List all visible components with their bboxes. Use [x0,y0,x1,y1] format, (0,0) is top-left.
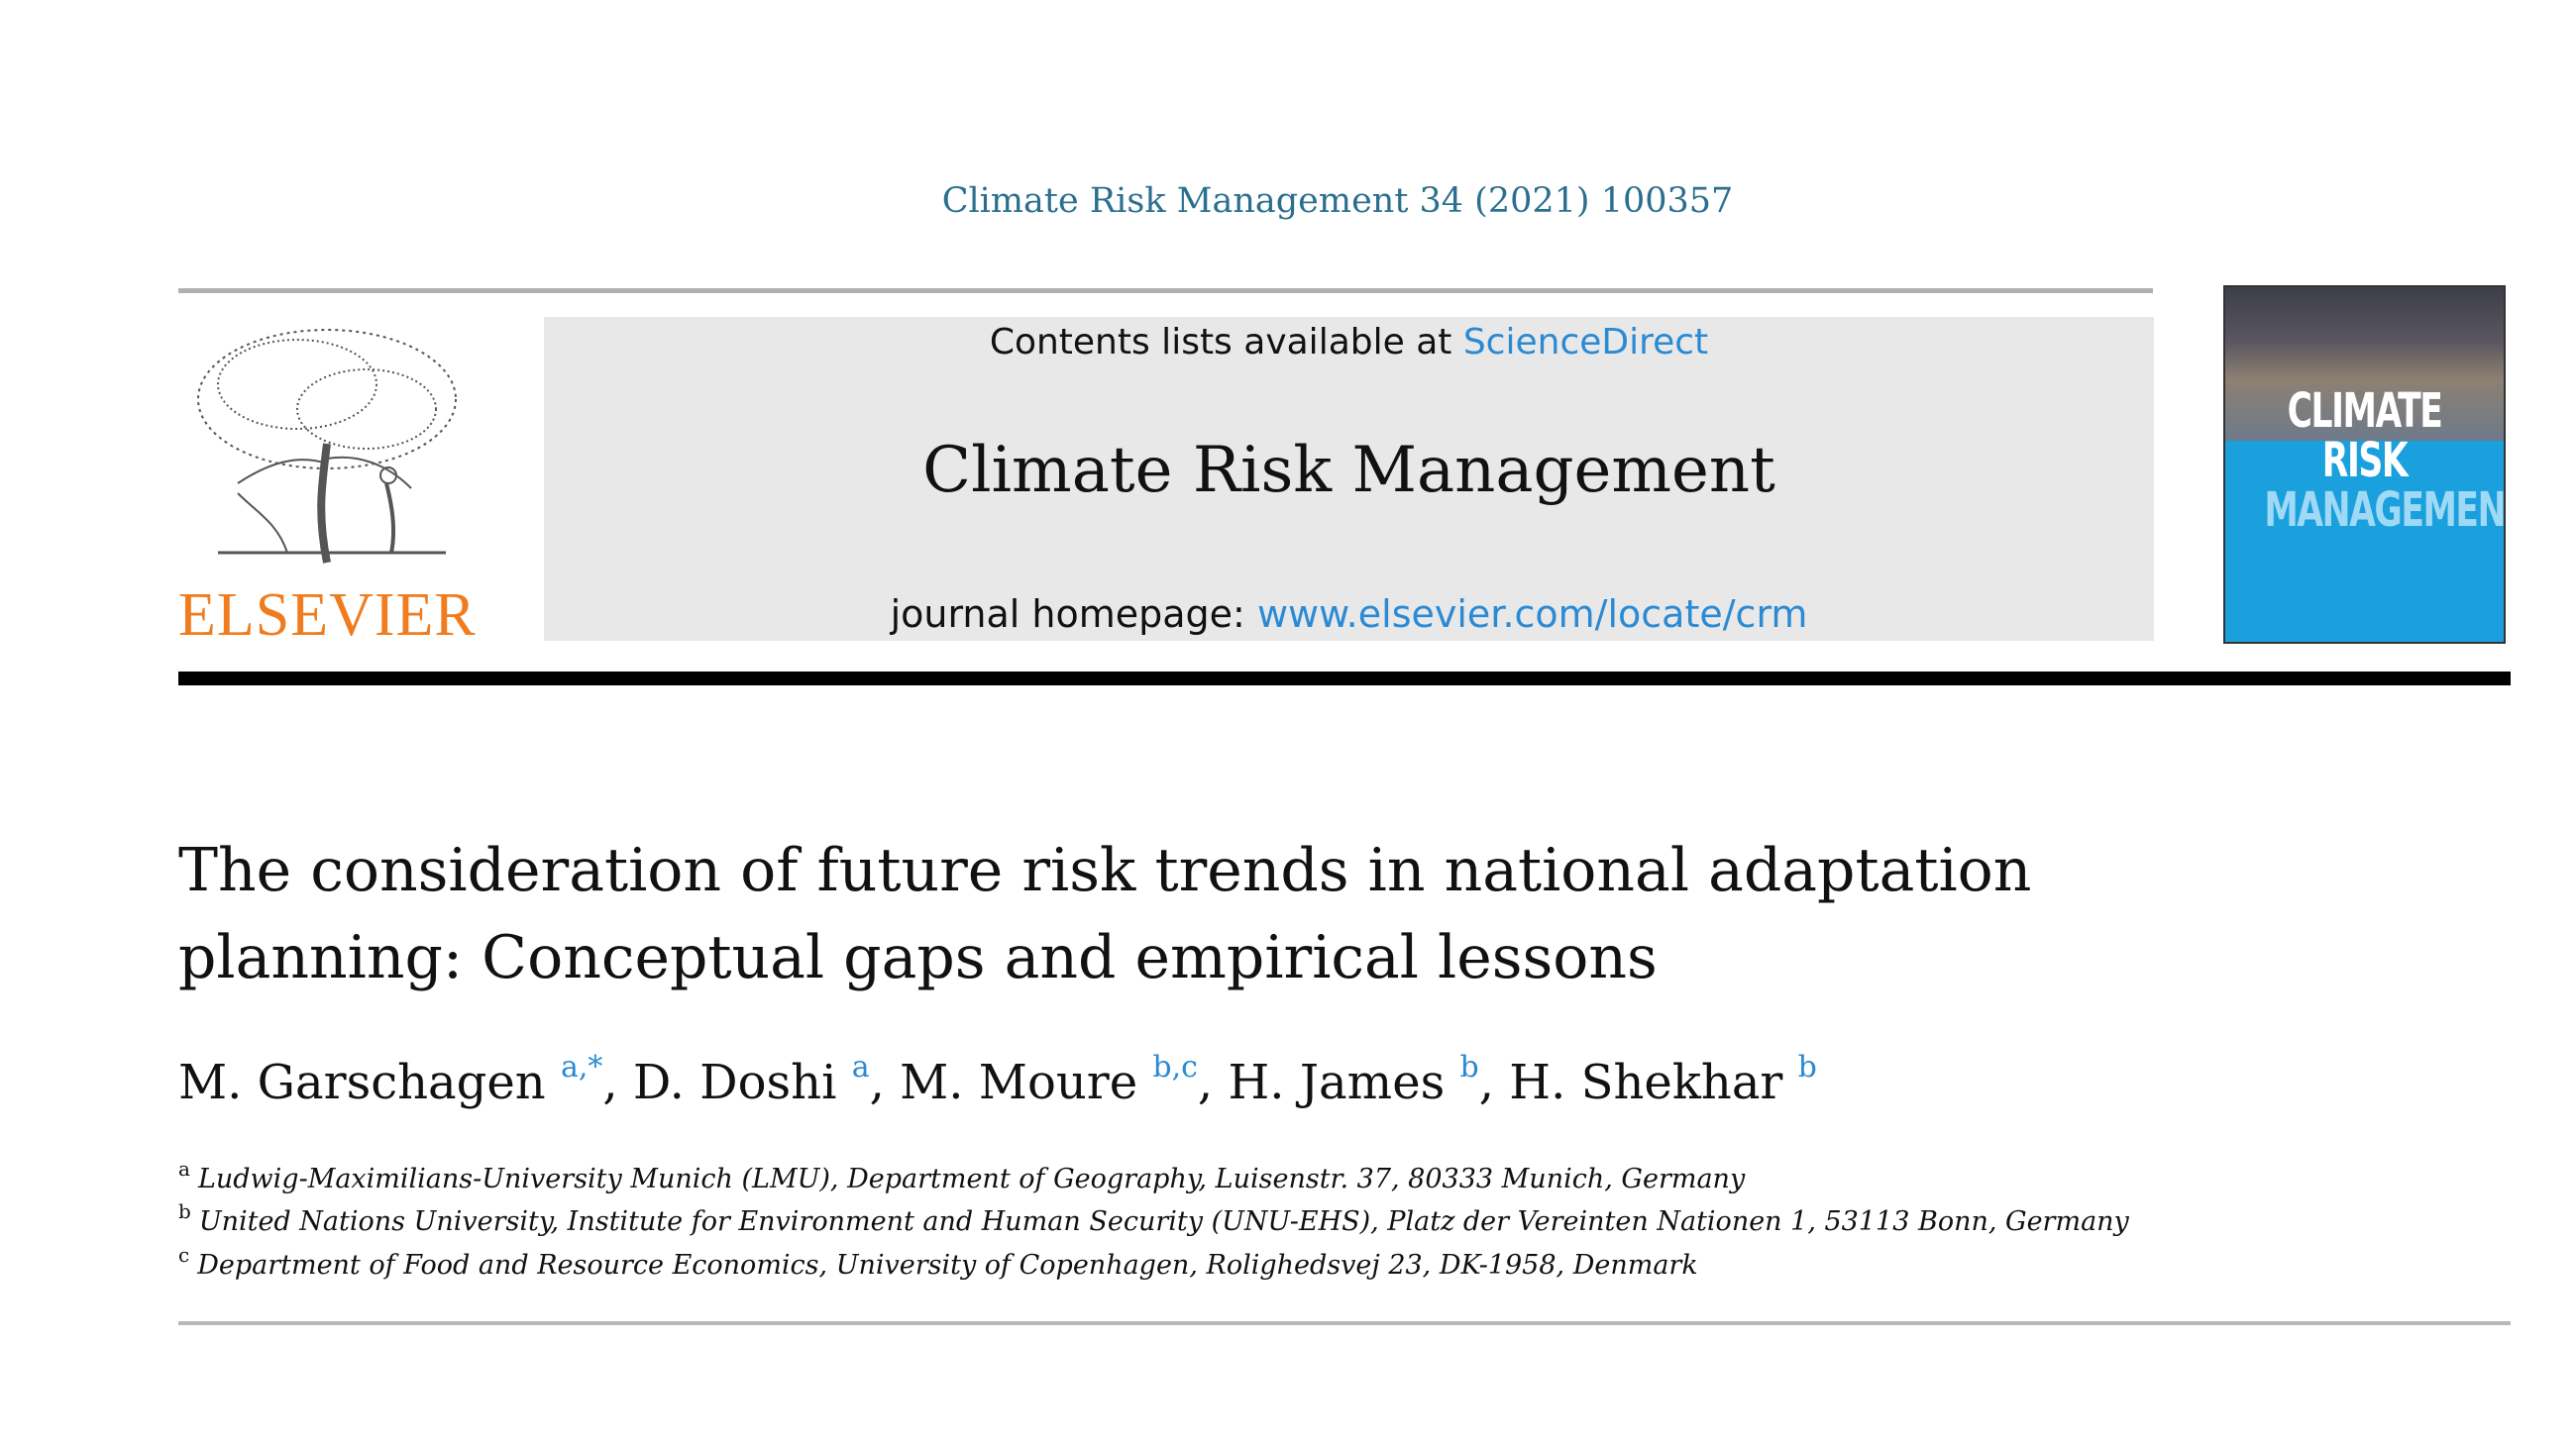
affiliation-c: c Department of Food and Resource Economi… [178,1243,2457,1281]
affiliation-mark: a [178,1157,190,1181]
homepage-prefix: journal homepage: [890,592,1257,636]
author-name: M. Garschagen [178,1055,546,1110]
sciencedirect-link[interactable]: ScienceDirect [1462,322,1709,362]
affiliation-text: Ludwig-Maximilians-University Munich (LM… [197,1164,1746,1194]
cover-title-line2: MANAGEMENT [2264,482,2506,538]
author-affiliation-marks[interactable]: a,* [560,1050,603,1085]
contents-line: Contents lists available at ScienceDirec… [544,322,2154,362]
author-list: M. Garschagen a,*, D. Doshi a, M. Moure … [178,1050,1817,1110]
journal-name: Climate Risk Management [922,434,1775,507]
homepage-link[interactable]: www.elsevier.com/locate/crm [1256,592,1808,636]
author-affiliation-marks[interactable]: b [1459,1050,1479,1085]
author-affiliation-marks[interactable]: b [1797,1050,1817,1085]
cover-sky [2225,287,2504,441]
author-name: H. James [1228,1055,1446,1110]
elsevier-tree-icon [178,315,471,642]
author-affiliation-marks[interactable]: a [851,1050,870,1085]
title-line: The consideration of future risk trends … [178,836,2032,905]
cover-title-line1: CLIMATE RISK [2287,383,2443,488]
homepage-line: journal homepage: www.elsevier.com/locat… [544,592,2154,636]
author-name: M. Moure [900,1055,1138,1110]
top-divider [178,288,2153,293]
journal-header-box [544,317,2154,641]
affiliation-mark: b [178,1199,191,1223]
elsevier-logo-text: ELSEVIER [178,581,477,649]
author-name: D. Doshi [632,1055,837,1110]
affiliation-a: a Ludwig-Maximilians-University Munich (L… [178,1157,2457,1194]
bottom-divider [178,1321,2511,1325]
affiliation-mark: c [178,1243,190,1267]
affiliation-text: Department of Food and Resource Economic… [197,1250,1698,1281]
cover-title: CLIMATE RISK MANAGEMENT [2264,383,2506,538]
paper-title: The consideration of future risk trends … [178,827,2457,1001]
affiliation-b: b United Nations University, Institute fo… [178,1199,2457,1237]
journal-cover-image: CLIMATE RISK MANAGEMENT [2223,285,2506,644]
title-line: planning: Conceptual gaps and empirical … [178,923,1658,992]
journal-citation[interactable]: Climate Risk Management 34 (2021) 100357 [941,181,1734,221]
header-divider [178,672,2511,685]
author-name: H. Shekhar [1509,1055,1783,1110]
contents-prefix: Contents lists available at [989,322,1463,362]
author-affiliation-marks[interactable]: b,c [1152,1050,1198,1085]
affiliation-text: United Nations University, Institute for… [198,1206,2129,1237]
